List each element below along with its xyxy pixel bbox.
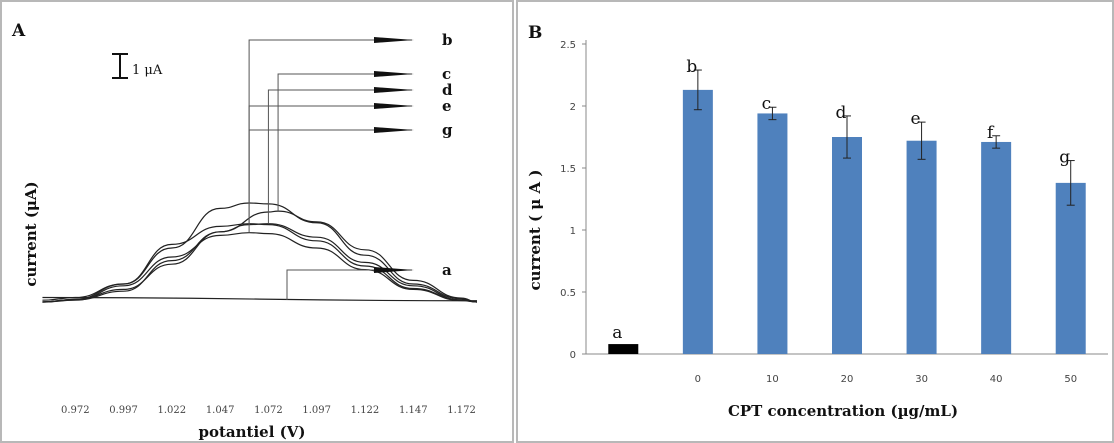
callout-arrow [374,87,414,93]
x-tick-label: 0.972 [61,405,90,416]
y-tick-label: 0.5 [560,288,576,299]
panel-a-label: A [11,21,26,41]
x-tick-label: 30 [915,374,928,385]
series-line-a [42,296,478,302]
bar-c [757,113,788,354]
bar-label-e: e [911,109,921,129]
callout-arrow [374,127,414,133]
callout-leader [267,89,412,224]
series-line-e [42,223,478,303]
x-tick-label: 1.047 [206,405,235,416]
x-tick-label: 1.097 [302,405,331,416]
x-tick-label: 50 [1064,374,1077,385]
series-label-c: c [442,65,451,83]
x-tick-label: 1.147 [399,405,428,416]
callout-arrow [374,37,414,43]
callout-leader [248,129,412,233]
x-tick-label: 1.072 [254,405,283,416]
x-tick-label: 10 [766,374,779,385]
bar-g [1055,182,1086,354]
series-line-d [42,223,478,303]
y-tick-label: 1 [570,226,576,237]
callout-arrow [374,103,414,109]
bar-a [608,344,639,354]
bar-e [906,140,937,354]
voltammogram-chart: A 1 μA current (μA) potantiel (V) 0.972 0.997… [11,21,478,441]
x-tick-label: 0.997 [109,405,138,416]
panel-a: A 1 μA current (μA) potantiel (V) 0.972 0.997… [0,0,514,443]
y-axis-label: current ( μ A ) [526,170,544,291]
x-tick-label: 1.022 [158,405,187,416]
series-line-g [42,232,478,303]
x-axis-label: potantiel (V) [199,423,306,441]
callout-leader [277,73,412,212]
bar-f [981,141,1012,354]
panel-b: B 0 0.5 1 1.5 2 2.5 current ( μ A ) CPT concentr… [516,0,1114,443]
y-tick-label: 2 [570,102,576,113]
y-tick-label: 0 [570,350,576,361]
y-tick-label: 1.5 [560,164,576,175]
bar-b [682,89,713,354]
x-tick-label: 0 [695,374,701,385]
bar-label-d: d [836,103,847,123]
bar-d [832,137,862,354]
bar-label-c: c [762,94,772,114]
callout-arrow [374,71,414,77]
scale-bar-label: 1 μA [132,63,163,78]
bar-chart: B 0 0.5 1 1.5 2 2.5 current ( μ A ) CPT concentr… [526,23,1108,420]
series-label-b: b [442,31,453,49]
bar-label-b: b [686,57,697,77]
bar-label-g: g [1059,148,1070,168]
bar-label-a: a [612,323,622,343]
callout-leader [286,269,412,300]
panel-b-label: B [528,23,542,43]
x-tick-label: 40 [990,374,1003,385]
x-tick-label: 20 [841,374,854,385]
bar-label-f: f [987,123,995,143]
series-label-a: a [442,261,452,279]
y-tick-label: 2.5 [560,40,576,51]
x-tick-label: 1.172 [447,405,476,416]
series-label-e: e [442,97,452,115]
series-line-c [42,210,478,303]
callout-arrow [374,267,414,273]
y-axis-label: current (μA) [22,181,40,286]
callout-leader [248,39,412,203]
series-label-g: g [442,121,453,139]
x-tick-label: 1.122 [351,405,380,416]
x-axis-label: CPT concentration (µg/mL) [728,402,958,420]
series-label-d: d [442,81,453,99]
callout-leader [248,105,412,224]
